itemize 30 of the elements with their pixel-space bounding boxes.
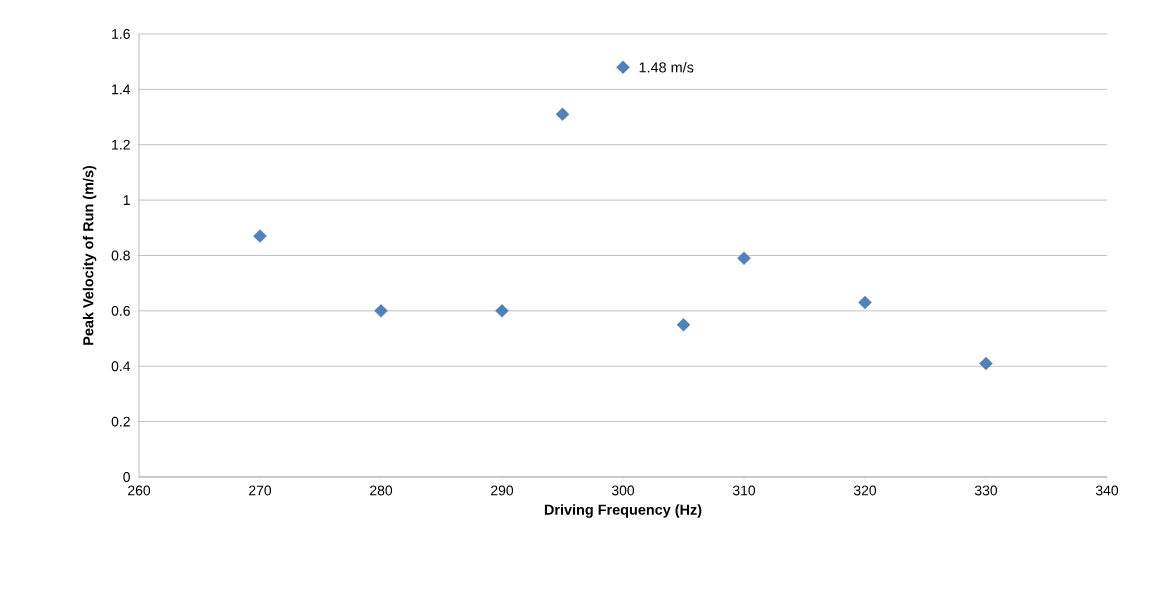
x-tick-label: 270: [249, 485, 272, 496]
x-tick-label: 320: [853, 485, 877, 496]
y-tick-label: 1.6: [112, 29, 130, 39]
point: [495, 304, 509, 318]
point: [253, 229, 267, 243]
annotation: 1.48 m/s: [639, 61, 694, 73]
point: [858, 295, 872, 310]
point: [979, 356, 993, 371]
x-tick-label: 280: [370, 485, 393, 496]
y-tick-label: 1: [123, 195, 130, 205]
y-tick-label: 0.2: [111, 416, 130, 427]
point: [737, 251, 751, 265]
x-tick-label: 340: [1095, 485, 1119, 496]
point: [374, 304, 388, 318]
y-tick-label: 0.4: [111, 361, 131, 372]
x-axis-title: Driving Frequency (Hz): [544, 504, 702, 518]
x-tick-label: 300: [611, 485, 635, 496]
x-tick-label: 260: [128, 485, 151, 496]
y-tick-label: 0.8: [111, 250, 130, 261]
y-tick-label: 0: [123, 472, 130, 482]
point: [555, 107, 570, 121]
y-tick-label: 1.4: [112, 84, 131, 95]
y-tick-label: 1.2: [112, 139, 130, 150]
x-tick-label: 310: [732, 485, 756, 496]
y-axis-title: Peak Velocity of Run (m/s): [82, 165, 97, 345]
x-tick-label: 290: [491, 485, 514, 496]
point: [676, 318, 691, 332]
y-tick-label: 0.6: [111, 305, 130, 316]
point: [616, 60, 630, 74]
x-tick-label: 330: [974, 485, 998, 496]
